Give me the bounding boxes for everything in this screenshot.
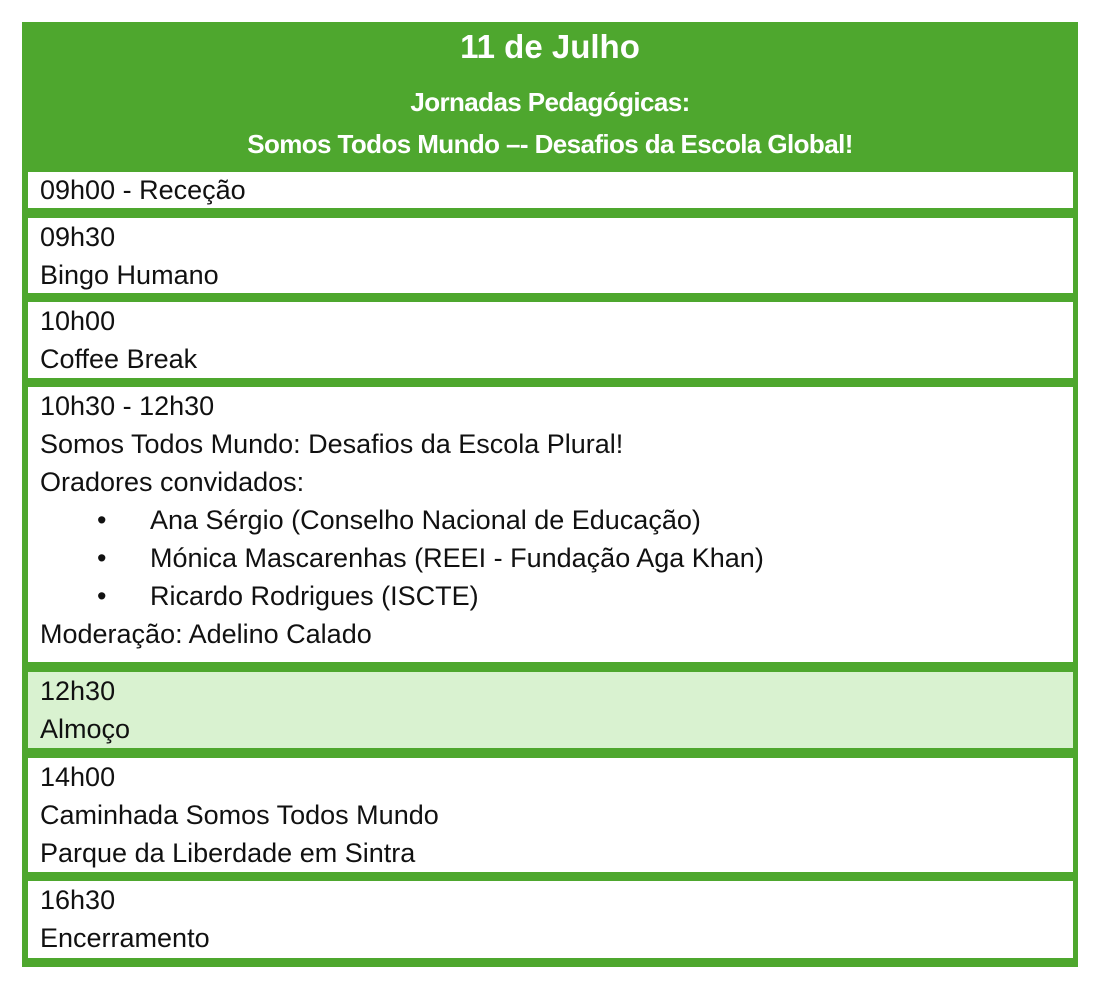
subtitle-line-2: Somos Todos Mundo –- Desafios da Escola … [247, 129, 853, 159]
speaker-item: • Mónica Mascarenhas (REEI - Fundação Aga… [40, 539, 1073, 577]
bullet-icon: • [97, 581, 107, 611]
row-activity: Somos Todos Mundo: Desafios da Escola Pl… [40, 429, 624, 459]
schedule-header: 11 de Julho Jornadas Pedagógicas: Somos … [22, 22, 1078, 170]
row-activity: Caminhada Somos Todos Mundo [40, 800, 439, 830]
speaker-name: Mónica Mascarenhas (REEI - Fundação Aga … [150, 543, 764, 573]
schedule-row-bingo: 09h30 Bingo Humano [28, 218, 1073, 293]
event-subtitle: Jornadas Pedagógicas: Somos Todos Mundo … [22, 81, 1078, 165]
date-title: 11 de Julho [460, 28, 640, 65]
row-time: 10h00 [40, 306, 116, 336]
schedule-row-walk: 14h00 Caminhada Somos Todos Mundo Parque… [28, 758, 1073, 872]
row-time: 09h30 [40, 222, 116, 252]
schedule-row-reception: 09h00 - Receção [28, 172, 1073, 208]
speaker-name: Ana Sérgio (Conselho Nacional de Educaçã… [150, 505, 701, 535]
bullet-icon: • [97, 505, 107, 535]
row-time: 10h30 - 12h30 [40, 391, 215, 421]
row-activity: Coffee Break [40, 344, 198, 374]
row-location: Parque da Liberdade em Sintra [40, 838, 416, 868]
row-activity: Bingo Humano [40, 260, 219, 290]
speakers-label: Oradores convidados: [40, 467, 305, 497]
schedule-row-panel: 10h30 - 12h30 Somos Todos Mundo: Desafio… [28, 387, 1073, 662]
row-time: 12h30 [40, 676, 116, 706]
speaker-name: Ricardo Rodrigues (ISCTE) [150, 581, 479, 611]
subtitle-line-1: Jornadas Pedagógicas: [410, 87, 690, 117]
row-text: 09h00 - Receção [40, 175, 246, 205]
moderation: Moderação: Adelino Calado [40, 619, 372, 649]
schedule-row-closing: 16h30 Encerramento [28, 881, 1073, 958]
speaker-item: • Ricardo Rodrigues (ISCTE) [40, 577, 1073, 615]
schedule-row-lunch: 12h30 Almoço [28, 672, 1073, 748]
schedule-row-coffee: 10h00 Coffee Break [28, 302, 1073, 378]
speaker-list: • Ana Sérgio (Conselho Nacional de Educaç… [40, 501, 1073, 615]
row-activity: Almoço [40, 714, 131, 744]
bullet-icon: • [97, 543, 107, 573]
row-time: 16h30 [40, 885, 116, 915]
speaker-item: • Ana Sérgio (Conselho Nacional de Educaç… [40, 501, 1073, 539]
row-time: 14h00 [40, 762, 116, 792]
row-activity: Encerramento [40, 923, 210, 953]
schedule-table: 11 de Julho Jornadas Pedagógicas: Somos … [22, 22, 1078, 967]
